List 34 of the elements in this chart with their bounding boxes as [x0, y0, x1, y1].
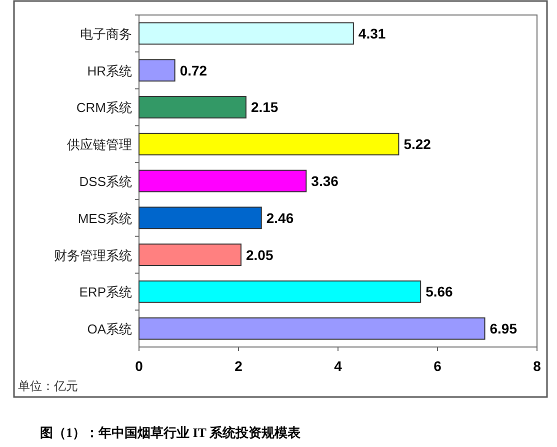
y-tick-label: CRM系统 [76, 100, 132, 116]
y-tick-label: DSS系统 [79, 174, 132, 189]
data-label: 5.22 [404, 136, 432, 152]
data-label: 2.15 [250, 99, 278, 116]
data-label: 0.72 [180, 62, 208, 78]
x-tick-label: 4 [334, 358, 342, 374]
bar [138, 280, 422, 303]
x-tick-label: 2 [234, 358, 243, 374]
y-tick-label: 财务管理系统 [54, 248, 132, 263]
bar [138, 59, 176, 82]
x-tick-label: 6 [434, 358, 442, 374]
bar [138, 96, 246, 118]
x-tick-label: 0 [135, 358, 144, 374]
bar [138, 170, 307, 192]
bar [138, 132, 400, 156]
data-label: 4.31 [358, 25, 386, 42]
bar [138, 244, 242, 266]
y-tick-label: 电子商务 [80, 26, 132, 42]
bar [138, 206, 262, 230]
y-tick-label: ERP系统 [79, 284, 132, 300]
text: 单位：亿元 [18, 379, 78, 393]
bar [138, 317, 486, 340]
text: 图（1）：年中国烟草行业 IT 系统投资规模表 [40, 425, 302, 440]
y-tick-label: 供应链管理 [67, 137, 132, 152]
y-tick-label: HR系统 [87, 63, 132, 78]
y-tick-label: OA系统 [87, 322, 132, 337]
bar [138, 22, 354, 45]
data-label: 2.05 [246, 246, 274, 263]
x-tick-label: 8 [533, 358, 542, 374]
data-label: 2.46 [266, 210, 294, 226]
y-tick-label: MES系统 [78, 210, 132, 226]
data-label: 5.66 [426, 284, 454, 300]
data-label: 6.95 [490, 320, 518, 337]
data-label: 3.36 [311, 173, 339, 189]
